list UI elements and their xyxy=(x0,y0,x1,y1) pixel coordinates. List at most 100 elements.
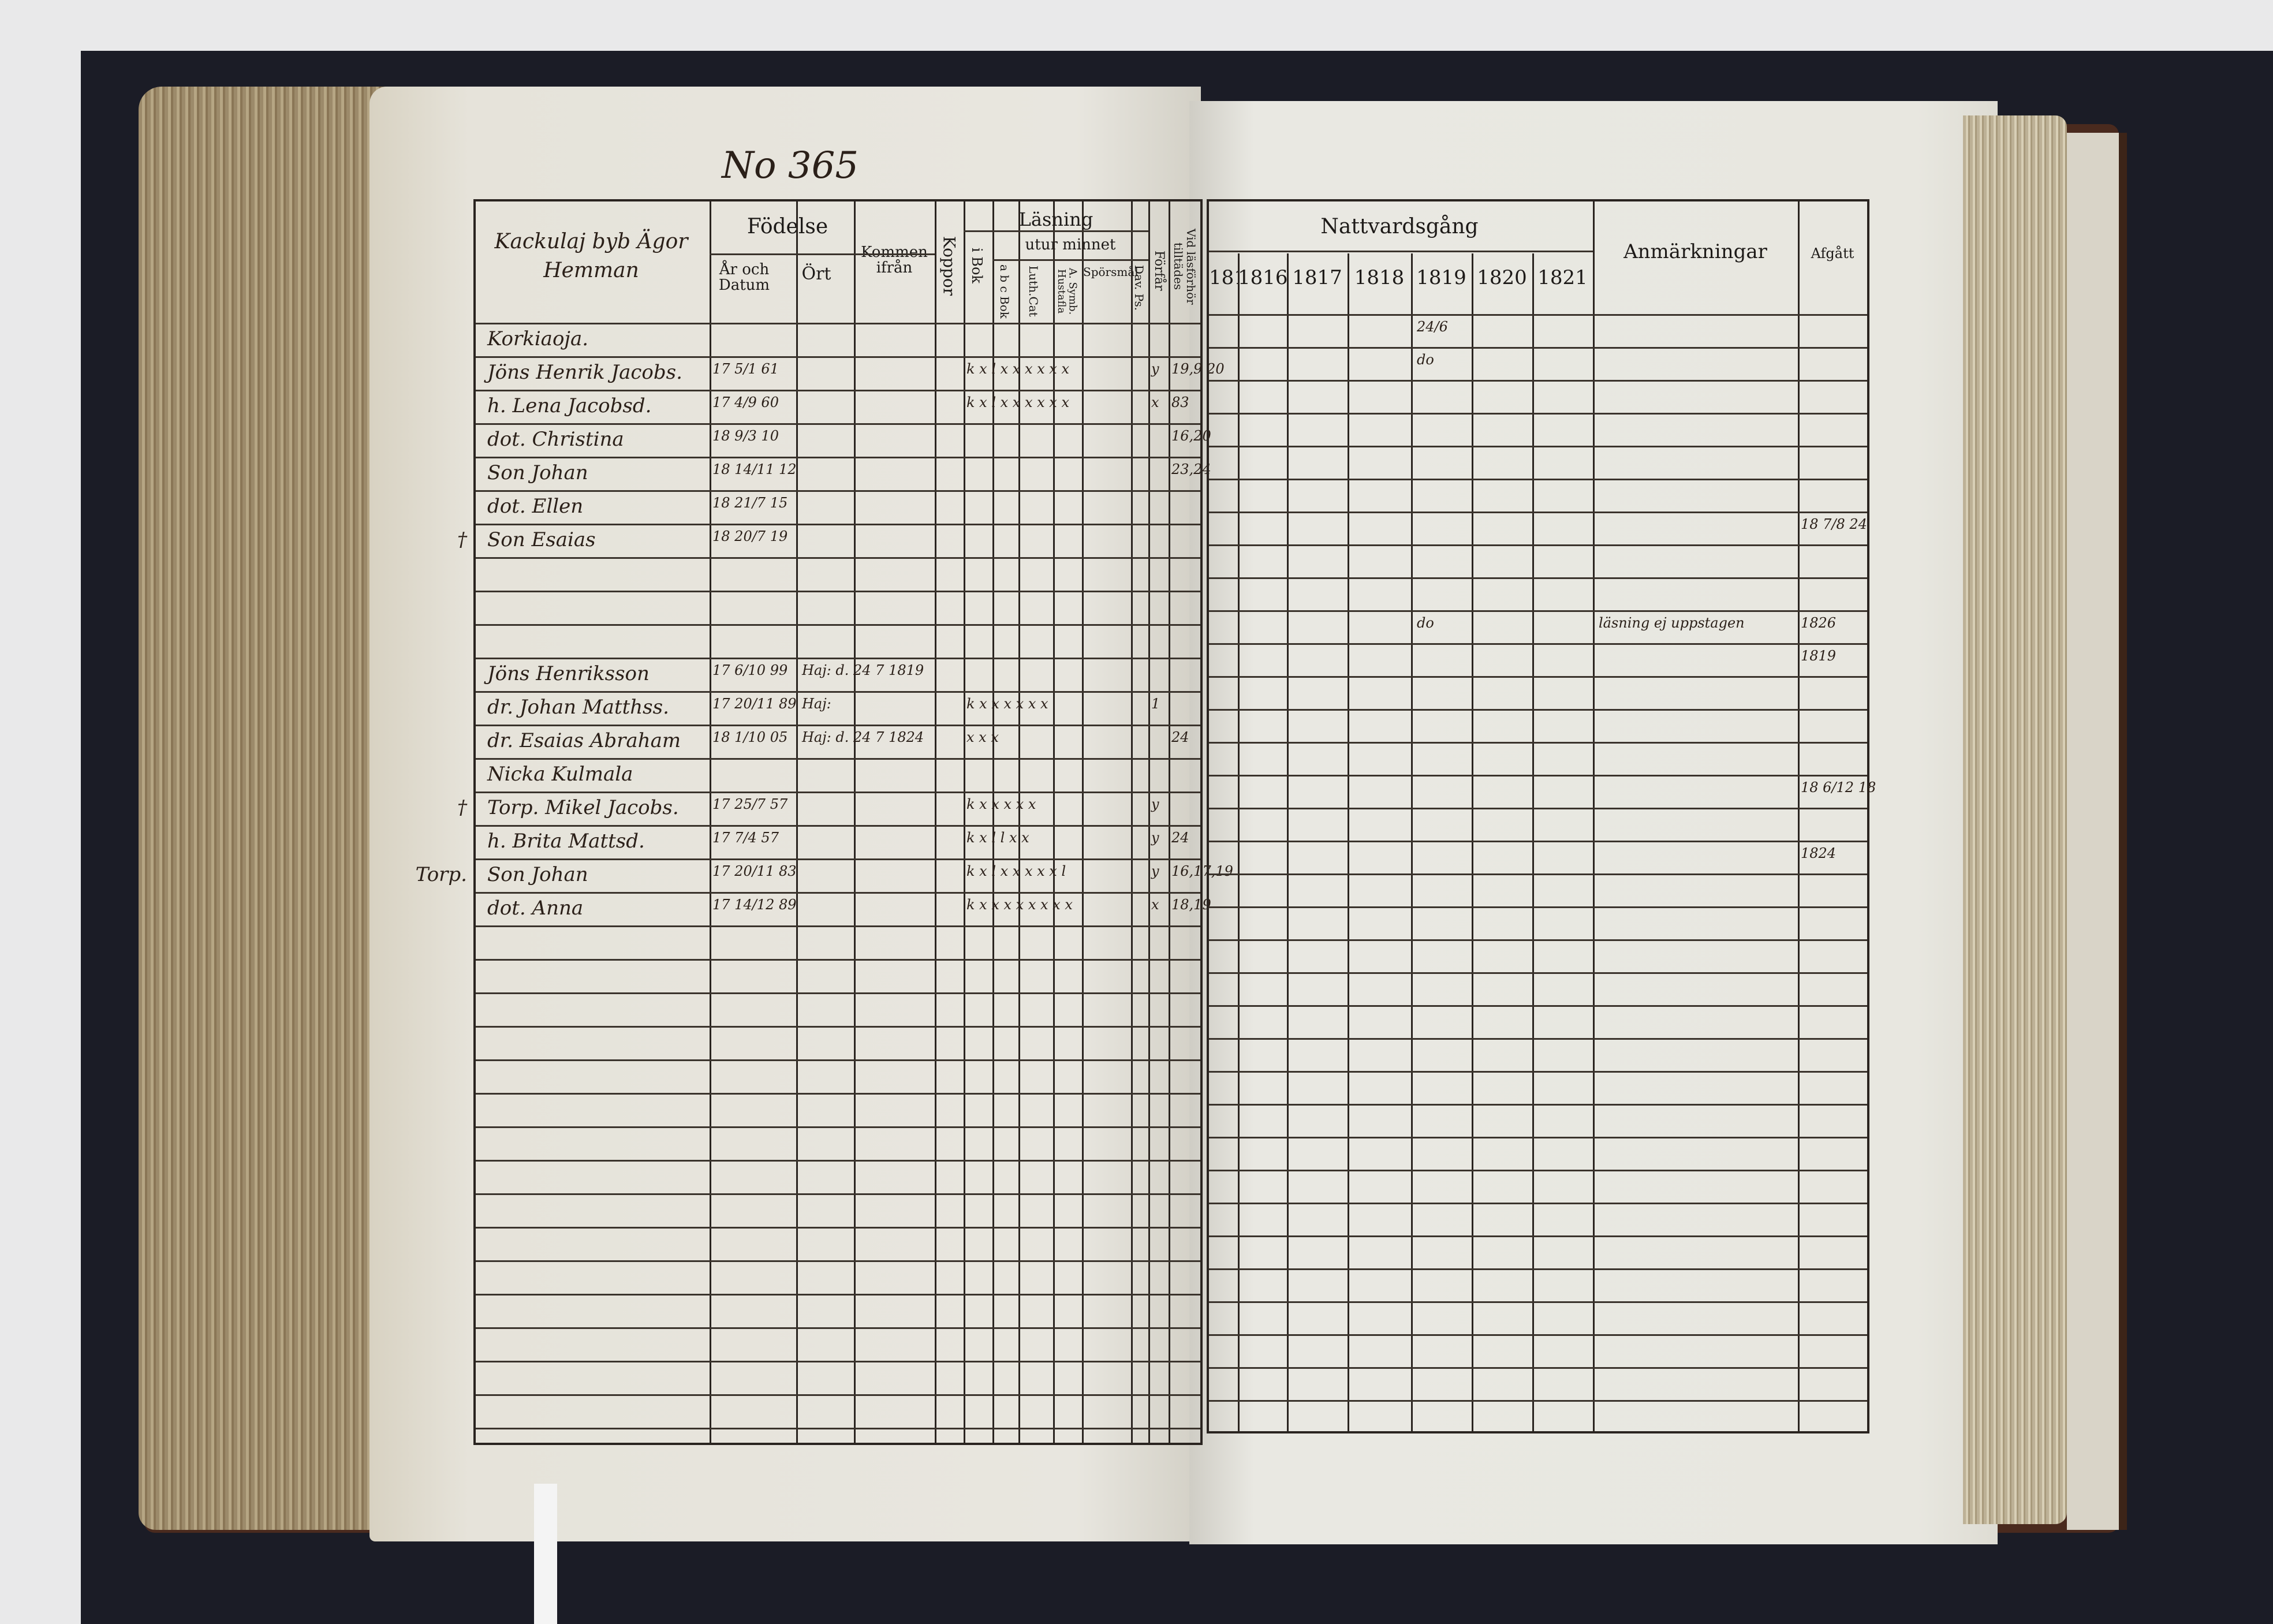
row-line xyxy=(1209,380,1867,382)
year-header-1815: 1815 xyxy=(1209,268,1238,289)
entry-reading-marks: k x x x x x x xyxy=(966,696,1048,712)
row-line xyxy=(476,825,1200,827)
entry-1818-communion: do xyxy=(1417,352,1434,368)
entry-reading-marks: k x x x x x xyxy=(966,796,1036,812)
entry-lasforhor: 23,24 xyxy=(1171,461,1211,477)
column-divider xyxy=(1411,253,1413,1431)
row-line xyxy=(476,658,1200,659)
row-line xyxy=(476,323,1200,324)
left-page: No 365 xyxy=(369,87,1201,1541)
header-lasning: Läsning xyxy=(1018,208,1093,230)
row-line xyxy=(476,524,1200,525)
left-register-table: Kackulaj byb Ägor Hemman Födelse År och … xyxy=(416,199,1233,1445)
entry-remark: läsning ej uppstagen xyxy=(1599,615,1745,631)
column-divider xyxy=(992,201,994,1443)
year-header-1821: 1821 xyxy=(1537,268,1588,289)
row-line xyxy=(1209,1334,1867,1336)
row-line xyxy=(1209,742,1867,744)
column-divider xyxy=(1169,201,1170,1443)
row-line xyxy=(1209,446,1867,447)
column-divider xyxy=(1018,201,1020,1443)
column-divider xyxy=(1082,201,1084,1443)
column-divider xyxy=(1593,201,1595,1431)
entry-name: dr. Esaias Abraham xyxy=(487,729,681,752)
entry-from: Haj: d. 24 7 1824 xyxy=(802,729,924,745)
row-line xyxy=(476,758,1200,760)
year-header-1819: 1819 xyxy=(1416,268,1466,289)
header-kommen-ifran: Kommen ifrån xyxy=(861,244,928,277)
entry-name: h. Brita Mattsd. xyxy=(487,830,645,853)
column-divider xyxy=(1238,253,1240,1431)
entry-birth-date: 17 20/11 83 xyxy=(712,863,797,879)
page-number: No 365 xyxy=(722,144,859,187)
row-line xyxy=(1209,1071,1867,1073)
entry-mark: † xyxy=(457,528,467,551)
entry-mark: Torp. xyxy=(415,863,467,886)
entry-birth-date: 17 20/11 89 xyxy=(712,696,797,712)
row-line xyxy=(1209,1235,1867,1237)
row-line xyxy=(476,1093,1200,1095)
row-line xyxy=(1209,643,1867,645)
row-line xyxy=(1209,610,1867,612)
row-line xyxy=(1209,1005,1867,1007)
row-line xyxy=(476,858,1200,860)
entry-birth-date: 18 14/11 12 xyxy=(712,461,797,477)
entry-afgatt: 18 7/8 24 xyxy=(1801,516,1867,532)
header-divider xyxy=(992,259,1148,261)
entry-forfar: y xyxy=(1151,796,1159,812)
row-line xyxy=(476,691,1200,693)
year-header-1818: 1818 xyxy=(1354,268,1405,289)
header-a-symb: A. Symb. Hustafla xyxy=(1055,267,1079,315)
year-headers: 181518161817 1818 1819 1820 1821 xyxy=(1209,256,1593,314)
column-divider xyxy=(1053,201,1055,1443)
header-anmarkningar: Anmärkningar xyxy=(1623,240,1767,263)
entry-from: Haj: d. 24 7 1819 xyxy=(802,662,924,678)
entry-birth-date: 17 25/7 57 xyxy=(712,796,788,812)
header-vid-lasforhor: Vid läsförhör tilltädes xyxy=(1171,228,1198,305)
entry-reading-marks: k x l x x x x x x xyxy=(966,394,1069,410)
row-line xyxy=(476,1294,1200,1296)
entry-reading-marks: k x l x x x x x x xyxy=(966,361,1069,377)
row-line xyxy=(1209,544,1867,546)
entry-birth-date: 17 5/1 61 xyxy=(712,361,779,377)
bookmark-ribbon xyxy=(534,1484,557,1624)
entry-name: h. Lena Jacobsd. xyxy=(487,394,652,417)
right-page-edges xyxy=(1963,115,2067,1524)
row-line xyxy=(476,925,1200,927)
row-line xyxy=(476,1327,1200,1329)
entry-birth-date: 18 9/3 10 xyxy=(712,428,779,444)
row-line xyxy=(476,1026,1200,1028)
entry-birth-date: 18 20/7 19 xyxy=(712,528,788,544)
column-divider xyxy=(1131,201,1133,1443)
entry-afgatt: 18 6/12 18 xyxy=(1801,779,1876,796)
row-line xyxy=(476,490,1200,492)
year-header-1816: 1816 xyxy=(1238,268,1287,289)
column-divider xyxy=(1287,253,1289,1431)
header-nattvardsgang: Nattvardsgång xyxy=(1320,215,1479,238)
row-line xyxy=(1209,972,1867,974)
header-utur-minnet: utur minnet xyxy=(1025,236,1116,253)
entry-forfar: y xyxy=(1151,361,1159,377)
column-divider xyxy=(854,201,856,1443)
row-line xyxy=(476,1428,1200,1429)
entry-reading-marks: k x l l x x xyxy=(966,830,1029,846)
header-divider xyxy=(964,230,1148,232)
row-line xyxy=(476,390,1200,391)
header-forfar: Förfår xyxy=(1152,251,1167,291)
entry-name: dot. Anna xyxy=(487,897,584,920)
row-line xyxy=(476,624,1200,626)
entry-name: dot. Ellen xyxy=(487,495,584,518)
row-line xyxy=(1209,1301,1867,1303)
village-heading: Kackulaj byb Ägor Hemman xyxy=(494,230,688,283)
entry-name: Son Esaias xyxy=(487,528,596,551)
entry-lasforhor: 16,20 xyxy=(1171,428,1211,444)
row-line xyxy=(1209,1104,1867,1106)
entry-lasforhor: 24 xyxy=(1171,830,1189,846)
row-line xyxy=(476,1361,1200,1362)
header-fodelse: Födelse xyxy=(747,215,828,238)
entry-forfar: 1 xyxy=(1151,696,1160,712)
back-cover xyxy=(2067,133,2127,1530)
entry-birth-date: 18 21/7 15 xyxy=(712,495,788,511)
row-line xyxy=(1209,479,1867,480)
row-line xyxy=(1209,1038,1867,1040)
